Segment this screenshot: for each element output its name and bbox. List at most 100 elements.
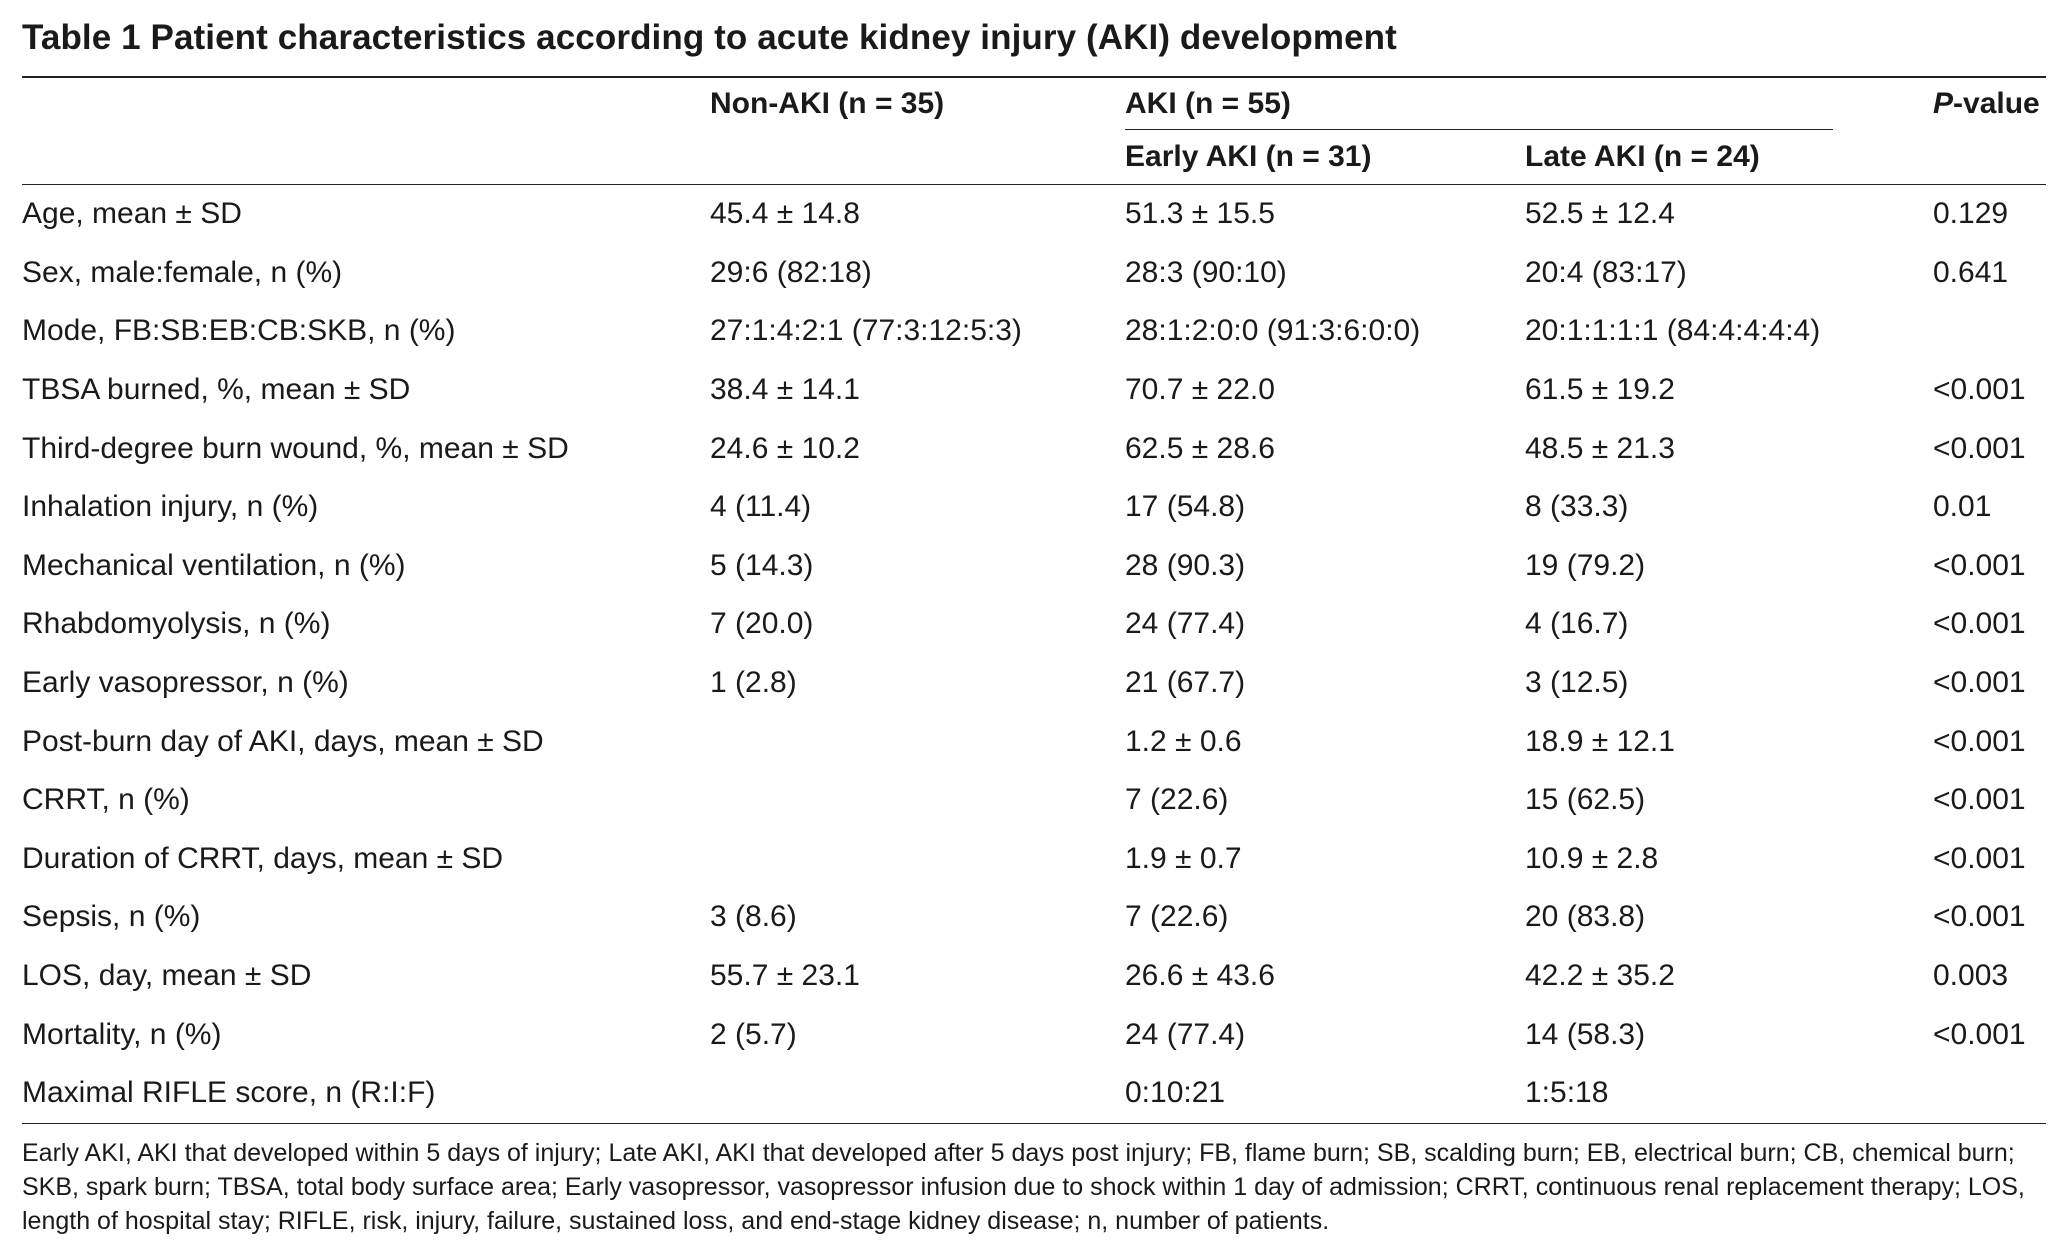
table-row: Mortality, n (%) 2 (5.7) 24 (77.4) 14 (58.3… bbox=[22, 1005, 2046, 1064]
non-aki-value: 45.4 ± 14.8 bbox=[710, 197, 860, 231]
p-value: <0.001 bbox=[1933, 373, 2026, 407]
non-aki-value: 55.7 ± 23.1 bbox=[710, 959, 860, 993]
row-label: Mechanical ventilation, n (%) bbox=[22, 548, 406, 582]
late-aki-value: 15 (62.5) bbox=[1525, 783, 1646, 817]
row-label: Third-degree burn wound, %, mean ± SD bbox=[22, 431, 569, 465]
non-aki-value bbox=[710, 1063, 1125, 1124]
header-blank-3 bbox=[710, 130, 1125, 185]
header-blank-4 bbox=[1933, 130, 2046, 185]
early-aki-value: 51.3 ± 15.5 bbox=[1125, 197, 1275, 231]
header-row-1: Non-AKI (n = 35) AKI (n = 55) P-value bbox=[22, 76, 2046, 130]
row-label: LOS, day, mean ± SD bbox=[22, 959, 312, 993]
late-aki-value: 10.9 ± 2.8 bbox=[1525, 841, 1659, 875]
early-aki-value: 62.5 ± 28.6 bbox=[1125, 431, 1275, 465]
table-row: Sepsis, n (%) 3 (8.6) 7 (22.6) 20 (83.8) <0.… bbox=[22, 888, 2046, 947]
early-aki-value: 7 (22.6) bbox=[1125, 900, 1229, 934]
row-label: CRRT, n (%) bbox=[22, 783, 190, 817]
table-title: Table 1 Patient characteristics accordin… bbox=[22, 18, 1397, 57]
row-label: Duration of CRRT, days, mean ± SD bbox=[22, 841, 504, 875]
table-footnote: Early AKI, AKI that developed within 5 d… bbox=[22, 1138, 2025, 1235]
header-late-aki: Late AKI (n = 24) bbox=[1525, 130, 1933, 185]
late-aki-value: 1:5:18 bbox=[1525, 1063, 1933, 1124]
table-row: CRRT, n (%) 7 (22.6) 15 (62.5) <0.001 bbox=[22, 771, 2046, 830]
row-label: Mode, FB:SB:EB:CB:SKB, n (%) bbox=[22, 314, 456, 348]
table-row: Early vasopressor, n (%) 1 (2.8) 21 (67.7)… bbox=[22, 654, 2046, 713]
p-value: 0.641 bbox=[1933, 255, 2009, 289]
non-aki-value: 2 (5.7) bbox=[710, 1017, 797, 1051]
row-label: Rhabdomyolysis, n (%) bbox=[22, 607, 331, 641]
p-value: 0.129 bbox=[1933, 197, 2009, 231]
row-label: TBSA burned, %, mean ± SD bbox=[22, 373, 411, 407]
late-aki-value: 8 (33.3) bbox=[1525, 490, 1629, 524]
p-value: <0.001 bbox=[1933, 841, 2026, 875]
late-aki-value: 18.9 ± 12.1 bbox=[1525, 724, 1675, 758]
header-aki-label: AKI (n = 55) bbox=[1125, 87, 1291, 120]
late-aki-value: 14 (58.3) bbox=[1525, 1017, 1646, 1051]
late-aki-value: 20:1:1:1:1 (84:4:4:4:4) bbox=[1525, 314, 1821, 348]
p-value: 0.01 bbox=[1933, 490, 1992, 524]
row-label: Age, mean ± SD bbox=[22, 197, 242, 231]
p-value: <0.001 bbox=[1933, 431, 2026, 465]
p-value: <0.001 bbox=[1933, 607, 2026, 641]
early-aki-value: 26.6 ± 43.6 bbox=[1125, 959, 1275, 993]
early-aki-value: 24 (77.4) bbox=[1125, 607, 1246, 641]
table-row: Rhabdomyolysis, n (%) 7 (20.0) 24 (77.4) 4 … bbox=[22, 595, 2046, 654]
table-row: Mode, FB:SB:EB:CB:SKB, n (%) 27:1:4:2:1 (… bbox=[22, 302, 2046, 361]
late-aki-value: 19 (79.2) bbox=[1525, 548, 1646, 582]
early-aki-value: 24 (77.4) bbox=[1125, 1017, 1246, 1051]
header-aki-rule bbox=[1125, 129, 1833, 130]
table-header: Non-AKI (n = 35) AKI (n = 55) P-value Ea… bbox=[22, 76, 2046, 185]
header-p-rest: -value bbox=[1953, 87, 2040, 120]
table-row: Mechanical ventilation, n (%) 5 (14.3) 28 … bbox=[22, 537, 2046, 596]
table-row: Sex, male:female, n (%) 29:6 (82:18) 28:3 … bbox=[22, 244, 2046, 303]
late-aki-value: 3 (12.5) bbox=[1525, 666, 1629, 700]
non-aki-value bbox=[710, 712, 1125, 771]
late-aki-value: 20 (83.8) bbox=[1525, 900, 1646, 934]
header-early-aki: Early AKI (n = 31) bbox=[1125, 130, 1525, 185]
p-value: <0.001 bbox=[1933, 548, 2026, 582]
late-aki-value: 4 (16.7) bbox=[1525, 607, 1629, 641]
late-aki-value: 42.2 ± 35.2 bbox=[1525, 959, 1675, 993]
p-value: 0.003 bbox=[1933, 959, 2009, 993]
early-aki-value: 28:3 (90:10) bbox=[1125, 255, 1287, 289]
table-row: Inhalation injury, n (%) 4 (11.4) 17 (54.8… bbox=[22, 478, 2046, 537]
p-value: <0.001 bbox=[1933, 1017, 2026, 1051]
non-aki-value: 1 (2.8) bbox=[710, 666, 797, 700]
early-aki-value: 17 (54.8) bbox=[1125, 490, 1246, 524]
table-row: Post-burn day of AKI, days, mean ± SD 1.2… bbox=[22, 712, 2046, 771]
p-value: <0.001 bbox=[1933, 900, 2026, 934]
late-aki-value: 52.5 ± 12.4 bbox=[1525, 197, 1675, 231]
p-value: <0.001 bbox=[1933, 724, 2026, 758]
non-aki-value: 24.6 ± 10.2 bbox=[710, 431, 860, 465]
patient-characteristics-table: Non-AKI (n = 35) AKI (n = 55) P-value Ea… bbox=[22, 76, 2046, 1124]
p-value bbox=[1933, 1063, 2046, 1124]
table-row: TBSA burned, %, mean ± SD 38.4 ± 14.1 70.7… bbox=[22, 361, 2046, 420]
p-value bbox=[1933, 302, 2046, 361]
non-aki-value: 4 (11.4) bbox=[710, 490, 812, 524]
header-blank bbox=[22, 76, 710, 130]
non-aki-value bbox=[710, 830, 1125, 889]
late-aki-value: 20:4 (83:17) bbox=[1525, 255, 1687, 289]
header-non-aki: Non-AKI (n = 35) bbox=[710, 76, 1125, 130]
header-p-italic: P bbox=[1933, 87, 1954, 120]
non-aki-value: 7 (20.0) bbox=[710, 607, 814, 641]
row-label: Sex, male:female, n (%) bbox=[22, 255, 343, 289]
table-row: LOS, day, mean ± SD 55.7 ± 23.1 26.6 ± 43.… bbox=[22, 947, 2046, 1006]
non-aki-value bbox=[710, 771, 1125, 830]
header-blank-2 bbox=[22, 130, 710, 185]
header-p-value: P-value bbox=[1933, 76, 2046, 130]
early-aki-value: 1.9 ± 0.7 bbox=[1125, 841, 1242, 875]
non-aki-value: 5 (14.3) bbox=[710, 548, 814, 582]
row-label: Maximal RIFLE score, n (R:I:F) bbox=[22, 1063, 710, 1124]
table-row: Age, mean ± SD 45.4 ± 14.8 51.3 ± 15.5 52.5… bbox=[22, 185, 2046, 244]
non-aki-value: 29:6 (82:18) bbox=[710, 255, 872, 289]
p-value: <0.001 bbox=[1933, 666, 2026, 700]
row-label: Early vasopressor, n (%) bbox=[22, 666, 349, 700]
late-aki-value: 61.5 ± 19.2 bbox=[1525, 373, 1675, 407]
row-label: Inhalation injury, n (%) bbox=[22, 490, 319, 524]
early-aki-value: 7 (22.6) bbox=[1125, 783, 1229, 817]
table-row: Third-degree burn wound, %, mean ± SD 24.… bbox=[22, 419, 2046, 478]
non-aki-value: 3 (8.6) bbox=[710, 900, 797, 934]
early-aki-value: 28 (90.3) bbox=[1125, 548, 1246, 582]
